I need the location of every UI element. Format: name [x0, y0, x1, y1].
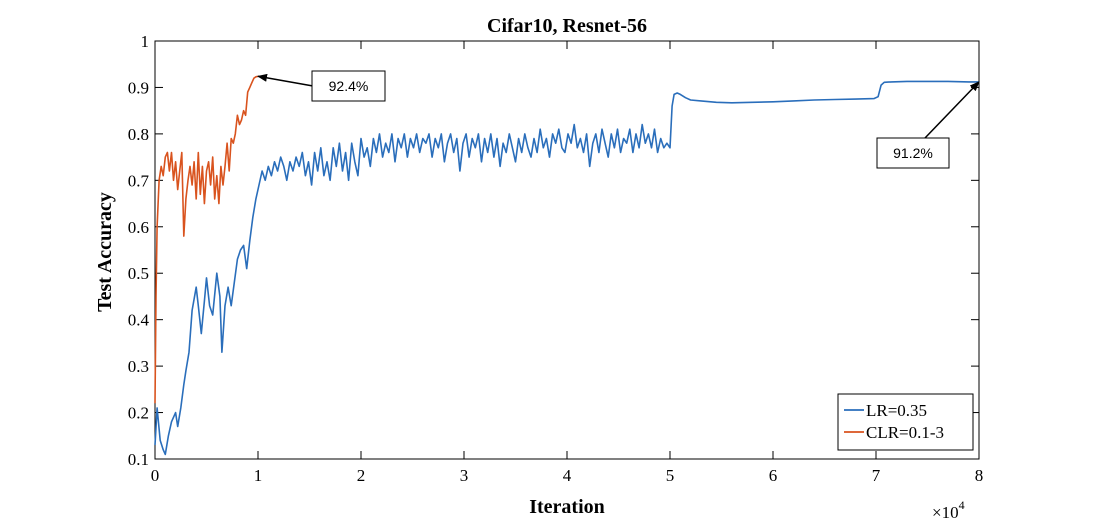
annotation-arrow: [257, 73, 314, 87]
y-tick-label: 0.7: [128, 171, 150, 190]
legend-box: [837, 393, 974, 451]
x-tick-label: 2: [357, 466, 366, 485]
legend-label: LR=0.35: [866, 401, 927, 420]
y-tick-label: 0.2: [128, 404, 149, 423]
series-line-1: [154, 80, 979, 456]
annotation-box: [876, 137, 950, 169]
y-tick-label: 0.3: [128, 357, 149, 376]
series-line-2: [154, 75, 259, 404]
x-tick-label: 3: [460, 466, 469, 485]
x-axis-label: Iteration: [529, 496, 605, 518]
y-tick-label: 0.5: [128, 264, 149, 283]
y-axis-label: Test Accuracy: [94, 192, 116, 312]
y-tick-label: 0.9: [128, 78, 149, 97]
x-scale-multiplier: ×104: [932, 498, 965, 522]
y-tick-label: 0.4: [128, 311, 150, 330]
x-tick-label: 6: [769, 466, 778, 485]
x-tick-label: 0: [151, 466, 160, 485]
annotation-arrow: [924, 81, 980, 139]
y-tick-label: 0.8: [128, 125, 149, 144]
annotation-label: 91.2%: [893, 145, 933, 161]
x-tick-label: 1: [254, 466, 263, 485]
x-tick-label: 8: [975, 466, 984, 485]
x-tick-label: 7: [872, 466, 881, 485]
annotation-box: [311, 70, 386, 102]
y-tick-label: 0.1: [128, 450, 149, 469]
x-tick-label: 4: [563, 466, 572, 485]
chart-title: Cifar10, Resnet-56: [487, 15, 647, 37]
x-tick-label: 5: [666, 466, 675, 485]
y-tick-label: 0.6: [128, 218, 149, 237]
plot-area: 0 1 2 3 4 5 6 7 8 0.1 0.2 0.3 0.4 0.5 0.6 0.7 0.8 0.9 1 92.…: [128, 32, 984, 485]
y-tick-label: 1: [141, 32, 150, 51]
annotation-label: 92.4%: [329, 78, 369, 94]
legend-label: CLR=0.1-3: [866, 423, 944, 442]
